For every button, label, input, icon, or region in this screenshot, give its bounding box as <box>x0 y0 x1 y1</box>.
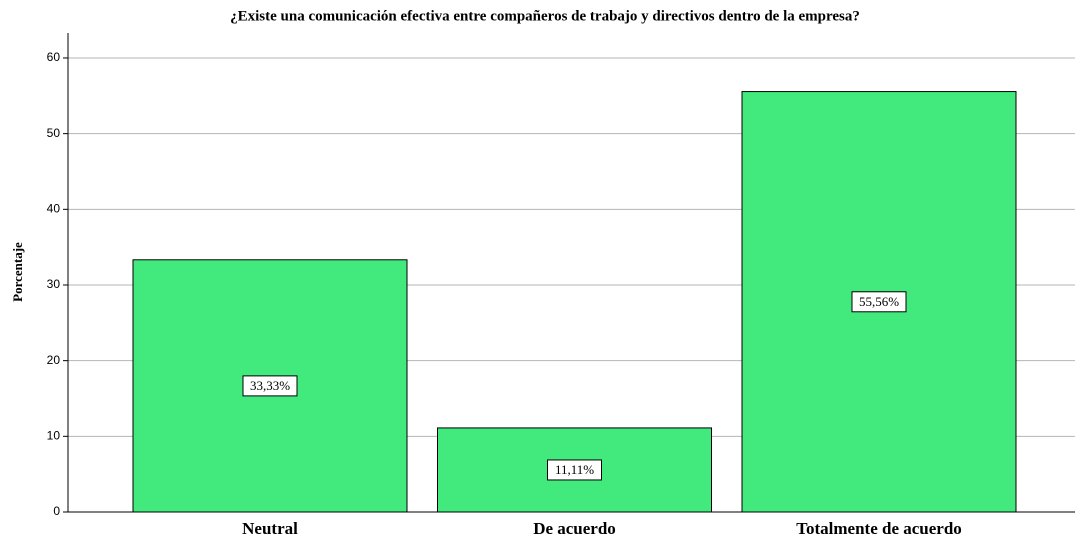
y-tick-label: 20 <box>47 353 61 367</box>
y-tick-label: 40 <box>47 201 61 215</box>
y-tick-label: 0 <box>53 504 60 518</box>
x-tick-label: Totalmente de acuerdo <box>796 519 962 538</box>
x-tick-label: Neutral <box>242 519 298 538</box>
y-tick-label: 60 <box>47 50 61 64</box>
value-label: 55,56% <box>859 294 899 309</box>
value-label-box <box>242 375 298 397</box>
y-tick-label: 30 <box>47 277 61 291</box>
value-label: 33,33% <box>250 378 290 393</box>
value-label-box <box>851 291 907 313</box>
chart-title: ¿Existe una comunicación efectiva entre … <box>230 8 860 24</box>
x-tick-label: De acuerdo <box>533 519 616 538</box>
y-tick-label: 10 <box>47 429 61 443</box>
value-label-box <box>547 459 602 481</box>
value-label: 11,11% <box>555 462 594 477</box>
y-tick-label: 50 <box>47 126 61 140</box>
y-axis-title: Porcentaje <box>10 242 25 302</box>
